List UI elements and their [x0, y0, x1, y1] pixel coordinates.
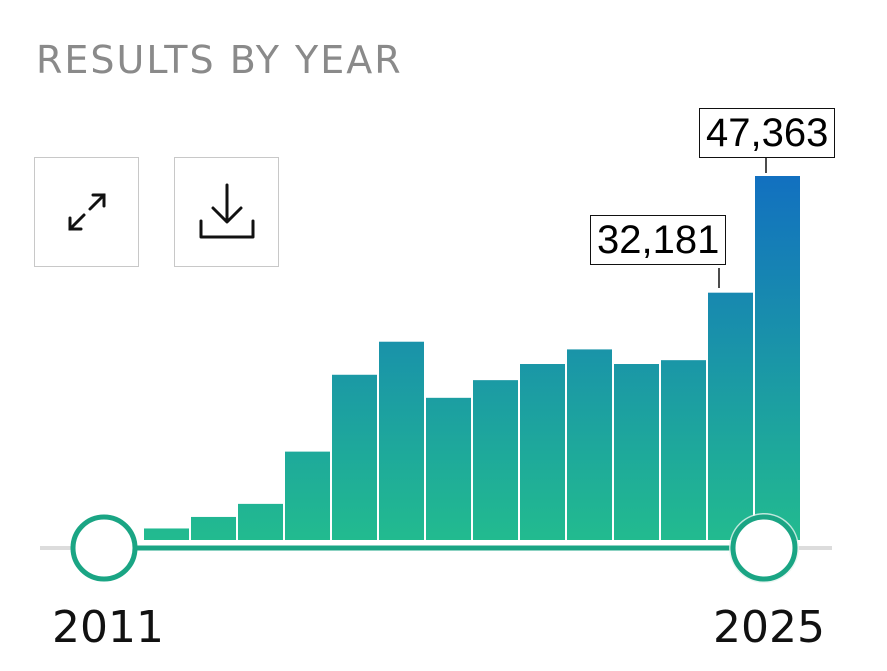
range-handle-start[interactable]	[70, 514, 138, 582]
bar-2023[interactable]	[661, 360, 706, 540]
expand-button[interactable]	[34, 157, 139, 267]
range-end-year: 2025	[713, 602, 825, 653]
bar-2018[interactable]	[426, 397, 471, 540]
range-handle-end-ring	[730, 514, 798, 582]
callout-2024: 32,181	[590, 215, 727, 265]
bar-2012[interactable]	[144, 528, 189, 540]
bar-2014[interactable]	[238, 503, 283, 540]
download-button[interactable]	[174, 157, 279, 267]
bar-2020[interactable]	[520, 364, 565, 540]
bar-2022[interactable]	[614, 364, 659, 540]
bar-2017[interactable]	[379, 341, 424, 540]
range-start-year: 2011	[52, 602, 164, 653]
bar-2021[interactable]	[567, 349, 612, 540]
bar-2013[interactable]	[191, 516, 236, 540]
download-icon	[199, 183, 254, 239]
bar-2025[interactable]	[755, 176, 800, 540]
results-by-year-title: RESULTS BY YEAR	[36, 38, 403, 82]
bar-2016[interactable]	[332, 374, 377, 540]
bar-2019[interactable]	[473, 380, 518, 540]
bar-2024[interactable]	[708, 292, 753, 540]
callout-2025: 47,363	[699, 108, 836, 158]
bar-2015[interactable]	[285, 451, 330, 540]
expand-arrows-icon	[68, 193, 105, 231]
